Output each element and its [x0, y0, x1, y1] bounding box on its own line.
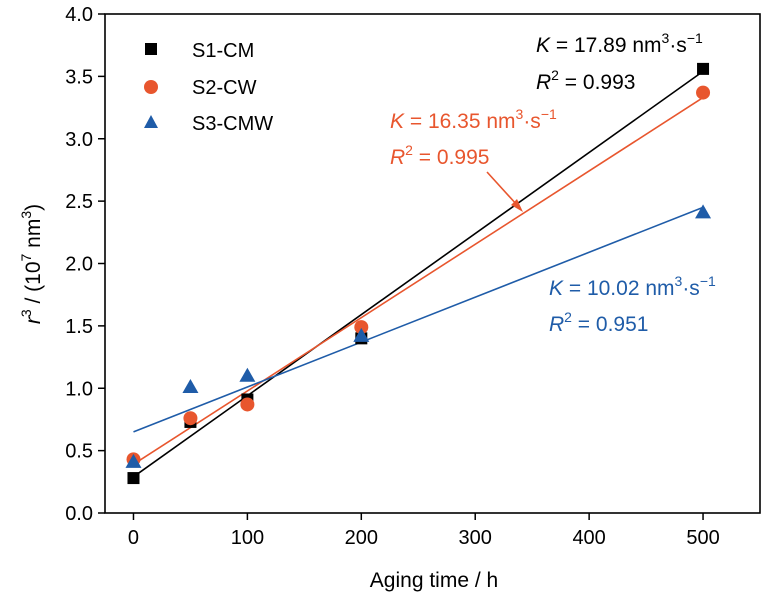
x-tick-label: 300 — [459, 527, 492, 549]
data-point-s3 — [353, 327, 370, 342]
y-tick-label: 3.0 — [65, 129, 93, 151]
data-point-s3 — [125, 453, 142, 468]
fit-line-s1 — [133, 70, 704, 478]
data-point-s1 — [127, 472, 140, 485]
y-tick-label: 3.5 — [65, 66, 93, 88]
fit-line-s3 — [133, 206, 704, 433]
data-markers — [125, 62, 712, 485]
data-point-s3 — [695, 204, 712, 219]
legend-marker-s1 — [145, 43, 157, 55]
axis-ticks: 0 100 200 300 400 500 0.0 0.5 1.0 1.5 2.0 2.5 3.0 3.5… — [65, 4, 720, 549]
x-axis-title: Aging time / h — [370, 569, 498, 592]
annotation-s3-r2: R2 = 0.951 — [549, 309, 648, 336]
y-axis-title: r3 / (107 nm3) — [18, 204, 45, 324]
y-tick-label: 0.0 — [65, 503, 93, 525]
annotation-s2-arrow — [486, 171, 519, 207]
y-tick-label: 4.0 — [65, 4, 93, 26]
x-tick-label: 400 — [572, 527, 605, 549]
data-point-s2 — [240, 397, 255, 412]
data-point-s3 — [182, 379, 199, 394]
annotation-s2-k: K = 16.35 nm3·s−1 — [390, 106, 557, 133]
data-point-s3 — [239, 367, 256, 382]
annotation-s3: K = 10.02 nm3·s−1 R2 = 0.951 — [549, 273, 716, 336]
data-point-s2 — [354, 320, 369, 335]
x-tick-label: 500 — [686, 527, 719, 549]
annotation-s1: K = 17.89 nm3·s−1 R2 = 0.993 — [536, 30, 703, 94]
annotation-s3-k: K = 10.02 nm3·s−1 — [549, 273, 716, 300]
y-tick-label: 0.5 — [65, 441, 93, 463]
legend-label-s3: S3-CMW — [192, 113, 273, 135]
annotation-s2-arrowhead — [511, 199, 523, 212]
fit-lines — [133, 70, 704, 478]
x-tick-label: 100 — [231, 527, 264, 549]
legend-marker-s3 — [144, 115, 158, 128]
annotation-s1-k: K = 17.89 nm3·s−1 — [536, 30, 703, 57]
y-tick-label: 1.5 — [65, 316, 93, 338]
x-tick-label: 200 — [345, 527, 378, 549]
x-tick-label: 0 — [128, 527, 139, 549]
y-tick-label: 2.5 — [65, 191, 93, 213]
legend-label-s1: S1-CM — [192, 40, 254, 62]
data-point-s2 — [183, 411, 198, 426]
legend-marker-s2 — [144, 80, 158, 94]
legend: S1-CM S2-CW S3-CMW — [144, 40, 273, 135]
data-point-s2 — [696, 85, 711, 100]
annotation-s2-r2: R2 = 0.995 — [390, 142, 489, 169]
legend-label-s2: S2-CW — [192, 77, 257, 99]
annotation-s1-r2: R2 = 0.993 — [536, 67, 635, 94]
data-point-s1 — [697, 62, 710, 75]
annotation-s2: K = 16.35 nm3·s−1 R2 = 0.995 — [390, 106, 557, 212]
fit-line-s2 — [133, 96, 704, 466]
y-tick-label: 2.0 — [65, 254, 93, 276]
y-tick-label: 1.0 — [65, 378, 93, 400]
